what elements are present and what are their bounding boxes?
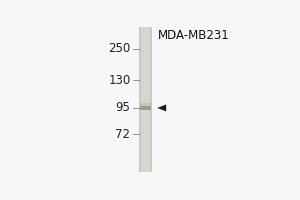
Text: 72: 72 xyxy=(116,128,130,141)
Bar xyxy=(139,27,152,172)
Polygon shape xyxy=(157,104,166,111)
Bar xyxy=(140,106,152,110)
Bar xyxy=(140,103,151,106)
Text: 95: 95 xyxy=(116,101,130,114)
Bar xyxy=(151,27,152,172)
Text: MDA-MB231: MDA-MB231 xyxy=(158,29,229,42)
Bar xyxy=(139,27,141,172)
Text: 130: 130 xyxy=(108,74,130,87)
Text: 250: 250 xyxy=(108,42,130,55)
